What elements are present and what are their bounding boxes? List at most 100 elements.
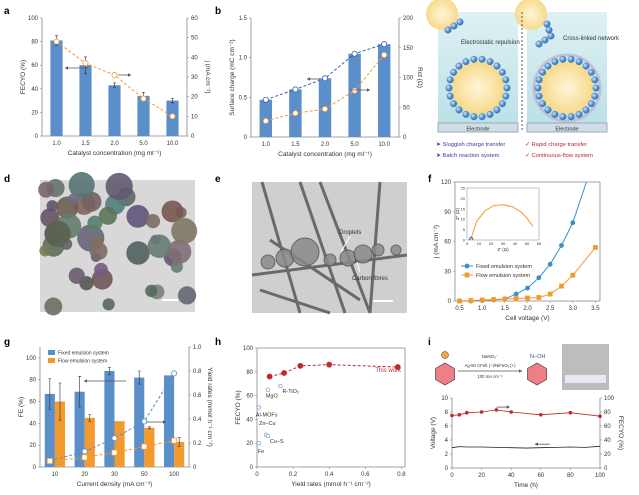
left-axis-arrow-head — [65, 66, 68, 70]
y2-tick-label: 0.2 — [193, 441, 202, 447]
catalyst-bead — [544, 106, 552, 114]
data-point — [381, 51, 388, 58]
y-tick-label: 100 — [26, 356, 37, 362]
x-tick-label: 10.0 — [167, 141, 179, 147]
inset-y-tick-label: 20 — [461, 196, 466, 201]
y2-tick-label: 0 — [403, 135, 407, 141]
bar — [79, 65, 92, 136]
y2-tick-label: 20 — [604, 452, 611, 458]
catalyst-bead — [591, 76, 599, 84]
error-bar — [48, 378, 52, 410]
emulsion-droplet — [126, 204, 150, 228]
data-point — [111, 449, 118, 456]
chart-panel-b: 0 0.5 1.0 1.5 0 50 100 150 200 Catalyst concentra… — [229, 16, 423, 158]
y-tick-label: 90 — [444, 210, 451, 216]
data-point — [450, 413, 454, 418]
catalyst-bead — [478, 55, 486, 63]
y-tick-label: 6 — [445, 424, 449, 430]
error-bar — [147, 426, 151, 430]
data-point — [525, 285, 530, 291]
carbon-fibres-label: Carbon fibres — [352, 276, 388, 282]
legend-label: Fixed emulsion system — [476, 264, 532, 270]
emulsion-droplet — [145, 284, 158, 298]
data-point — [81, 448, 88, 455]
panel-label: i — [428, 337, 431, 348]
emulsion-droplet — [89, 242, 108, 261]
data-point — [46, 457, 53, 464]
y2-tick-label: 0.4 — [193, 417, 202, 423]
droplets-label: Droplets — [339, 230, 361, 236]
y2-tick-label: 30 — [191, 75, 198, 81]
data-point — [53, 38, 60, 45]
y-tick-label: 20 — [31, 110, 38, 116]
cross-linked-network — [532, 53, 602, 123]
error-bar — [78, 376, 82, 408]
catalyst-bead — [587, 68, 595, 76]
catalyst-bead — [575, 110, 583, 118]
data-point — [297, 362, 304, 369]
data-point — [457, 298, 462, 304]
carbon-fibre — [298, 181, 347, 314]
emulsion-droplet — [98, 206, 117, 225]
bar — [84, 417, 95, 467]
x-tick-label: 3.0 — [569, 306, 578, 312]
y-tick-label: 60 — [31, 63, 38, 69]
x-tick-label: 10 — [52, 472, 59, 478]
panel-c-schematic: Electrode Electrode Electrostatic repulsio… — [426, 0, 620, 159]
x-tick-label: 0 — [255, 472, 259, 478]
error-bar — [58, 382, 62, 421]
reference-point — [278, 383, 283, 389]
reaction-scheme: N−OH NaNO₃⁻ Ag-50 CFelt (−)/NiFeOₓ (+) 100 … — [435, 344, 609, 390]
bar — [134, 377, 145, 467]
nyquist-arc — [468, 236, 474, 241]
y-tick-label: 8 — [445, 410, 449, 416]
catalyst-bead — [535, 76, 543, 84]
legend-label: Flow emulsion system — [476, 273, 531, 279]
cross-linked-network-label: Cross-linked network — [563, 36, 620, 42]
current-label: 100 mA cm⁻² — [477, 374, 503, 379]
legend-swatch — [48, 358, 55, 363]
reagent-label: NaNO₃⁻ — [482, 354, 499, 359]
nyquist-arc — [470, 204, 534, 241]
y-tick-label: 10 — [441, 396, 448, 402]
data-point — [111, 72, 118, 79]
y-tick-label: 40 — [29, 421, 36, 427]
left-axis-arrow-head — [84, 379, 87, 383]
data-point — [171, 370, 178, 377]
bar — [163, 375, 175, 467]
voltage-axis-arrow-head — [534, 442, 538, 447]
legend-marker — [464, 263, 470, 269]
inset-x-title: Z′ (Ω) — [497, 247, 509, 252]
catalyst-bead — [559, 55, 567, 63]
catalyst-bead — [445, 84, 453, 92]
emulsion-droplet — [67, 193, 80, 205]
bar — [174, 441, 185, 467]
x-axis-title: Current density (mA cm⁻²) — [77, 481, 153, 488]
carbon-fibre — [318, 181, 372, 314]
y-axis-title: Voltage (V) — [430, 417, 437, 449]
legend-swatch — [48, 350, 55, 355]
x-axis-title: Yield rates (mmol h⁻¹ cm⁻²) — [291, 481, 371, 488]
catalyst-bead — [567, 113, 575, 121]
x-tick-label: 2.0 — [523, 306, 532, 312]
catalyst-bead — [462, 110, 470, 118]
emulsion-droplet — [105, 172, 133, 201]
x-tick-label: 80 — [567, 473, 574, 479]
panel-label: h — [215, 337, 221, 348]
x-tick-label: 5.0 — [350, 142, 359, 148]
x-axis-title: Catalyst concentration (mg ml⁻¹) — [278, 151, 372, 158]
scale-bar — [162, 299, 178, 301]
data-point — [111, 435, 118, 442]
data-point — [570, 220, 576, 226]
panel-label: g — [4, 337, 10, 348]
x-tick-label: 2.0 — [110, 141, 119, 147]
data-point — [547, 261, 553, 267]
x-tick-label: 1.0 — [478, 306, 487, 312]
y-tick-label: 40 — [31, 87, 38, 93]
catalyst-bead — [498, 100, 506, 108]
y2-tick-label: 20 — [191, 95, 198, 101]
catalyst-bead — [470, 113, 478, 121]
x-tick-label: 20 — [478, 473, 485, 479]
inset-x-tick-label: 60 — [537, 241, 542, 246]
